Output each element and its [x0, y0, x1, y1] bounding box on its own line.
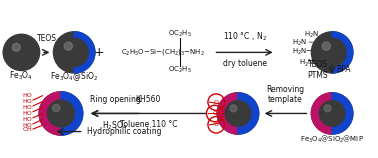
Ellipse shape [3, 34, 40, 70]
Text: H$_2$SO$_4$: H$_2$SO$_4$ [102, 120, 128, 132]
Text: Fe$_3$O$_4$: Fe$_3$O$_4$ [9, 70, 33, 82]
Ellipse shape [39, 92, 83, 135]
Polygon shape [74, 32, 95, 73]
Ellipse shape [48, 100, 74, 127]
Ellipse shape [60, 38, 88, 66]
Ellipse shape [12, 43, 20, 51]
Text: Ring opening: Ring opening [90, 95, 140, 104]
Text: Fe$_3$O$_4$@SiO$_2$: Fe$_3$O$_4$@SiO$_2$ [50, 70, 98, 83]
Polygon shape [332, 97, 349, 130]
Text: Removing
template: Removing template [266, 85, 305, 104]
Text: Fe$_3$O$_4$@SiO$_2$@MIP: Fe$_3$O$_4$@SiO$_2$@MIP [300, 134, 364, 145]
Ellipse shape [53, 32, 95, 73]
Text: O: O [214, 100, 219, 105]
Ellipse shape [64, 42, 73, 50]
Text: H$_2$N$^{\prime}$: H$_2$N$^{\prime}$ [299, 58, 317, 69]
Text: OH: OH [22, 127, 32, 131]
Text: OC$_2$H$_5$: OC$_2$H$_5$ [168, 65, 192, 76]
Ellipse shape [311, 93, 353, 134]
Ellipse shape [311, 32, 353, 73]
Polygon shape [217, 93, 238, 134]
Text: dry toluene: dry toluene [223, 59, 266, 68]
Text: Hydrophilic coating: Hydrophilic coating [87, 127, 162, 136]
Text: O: O [214, 122, 219, 127]
Ellipse shape [217, 93, 259, 134]
Text: C$_2$H$_5$O$-$Si$-$(CH$_2$)$_3$$-$NH$_2$: C$_2$H$_5$O$-$Si$-$(CH$_2$)$_3$$-$NH$_2$ [121, 47, 204, 57]
Ellipse shape [53, 104, 60, 112]
Ellipse shape [318, 38, 346, 66]
Text: HO: HO [22, 117, 32, 122]
Text: KH560: KH560 [136, 95, 161, 104]
Ellipse shape [319, 101, 345, 126]
Text: 110 °C , N$_2$: 110 °C , N$_2$ [223, 30, 266, 43]
Text: TEOS
PTMS: TEOS PTMS [308, 60, 328, 79]
Polygon shape [61, 92, 83, 135]
Ellipse shape [225, 101, 251, 126]
Polygon shape [238, 93, 259, 134]
Polygon shape [61, 96, 79, 131]
Polygon shape [311, 93, 332, 134]
Ellipse shape [230, 105, 237, 112]
Text: BPA: BPA [336, 65, 350, 74]
Text: +: + [93, 46, 104, 59]
Text: HO: HO [22, 123, 32, 128]
Polygon shape [221, 97, 238, 130]
Text: HO: HO [22, 93, 32, 98]
Polygon shape [332, 93, 353, 134]
Text: Toluene 110 °C: Toluene 110 °C [120, 120, 177, 129]
Text: H$_2$N$_.$: H$_2$N$_.$ [304, 30, 321, 40]
Text: HO: HO [22, 105, 32, 110]
Polygon shape [39, 92, 61, 135]
Text: TEOS: TEOS [37, 34, 57, 43]
Polygon shape [238, 97, 255, 130]
Text: HO: HO [22, 99, 32, 104]
Polygon shape [43, 96, 61, 131]
Text: OC$_2$H$_5$: OC$_2$H$_5$ [168, 29, 192, 40]
Text: O: O [212, 111, 217, 116]
Polygon shape [315, 97, 332, 130]
Polygon shape [332, 32, 353, 73]
Text: H$_2$N$-$: H$_2$N$-$ [292, 47, 313, 58]
Text: HO: HO [22, 111, 32, 116]
Text: H$_2$N$\sim$: H$_2$N$\sim$ [292, 38, 314, 48]
Ellipse shape [322, 42, 330, 50]
Ellipse shape [324, 105, 331, 112]
